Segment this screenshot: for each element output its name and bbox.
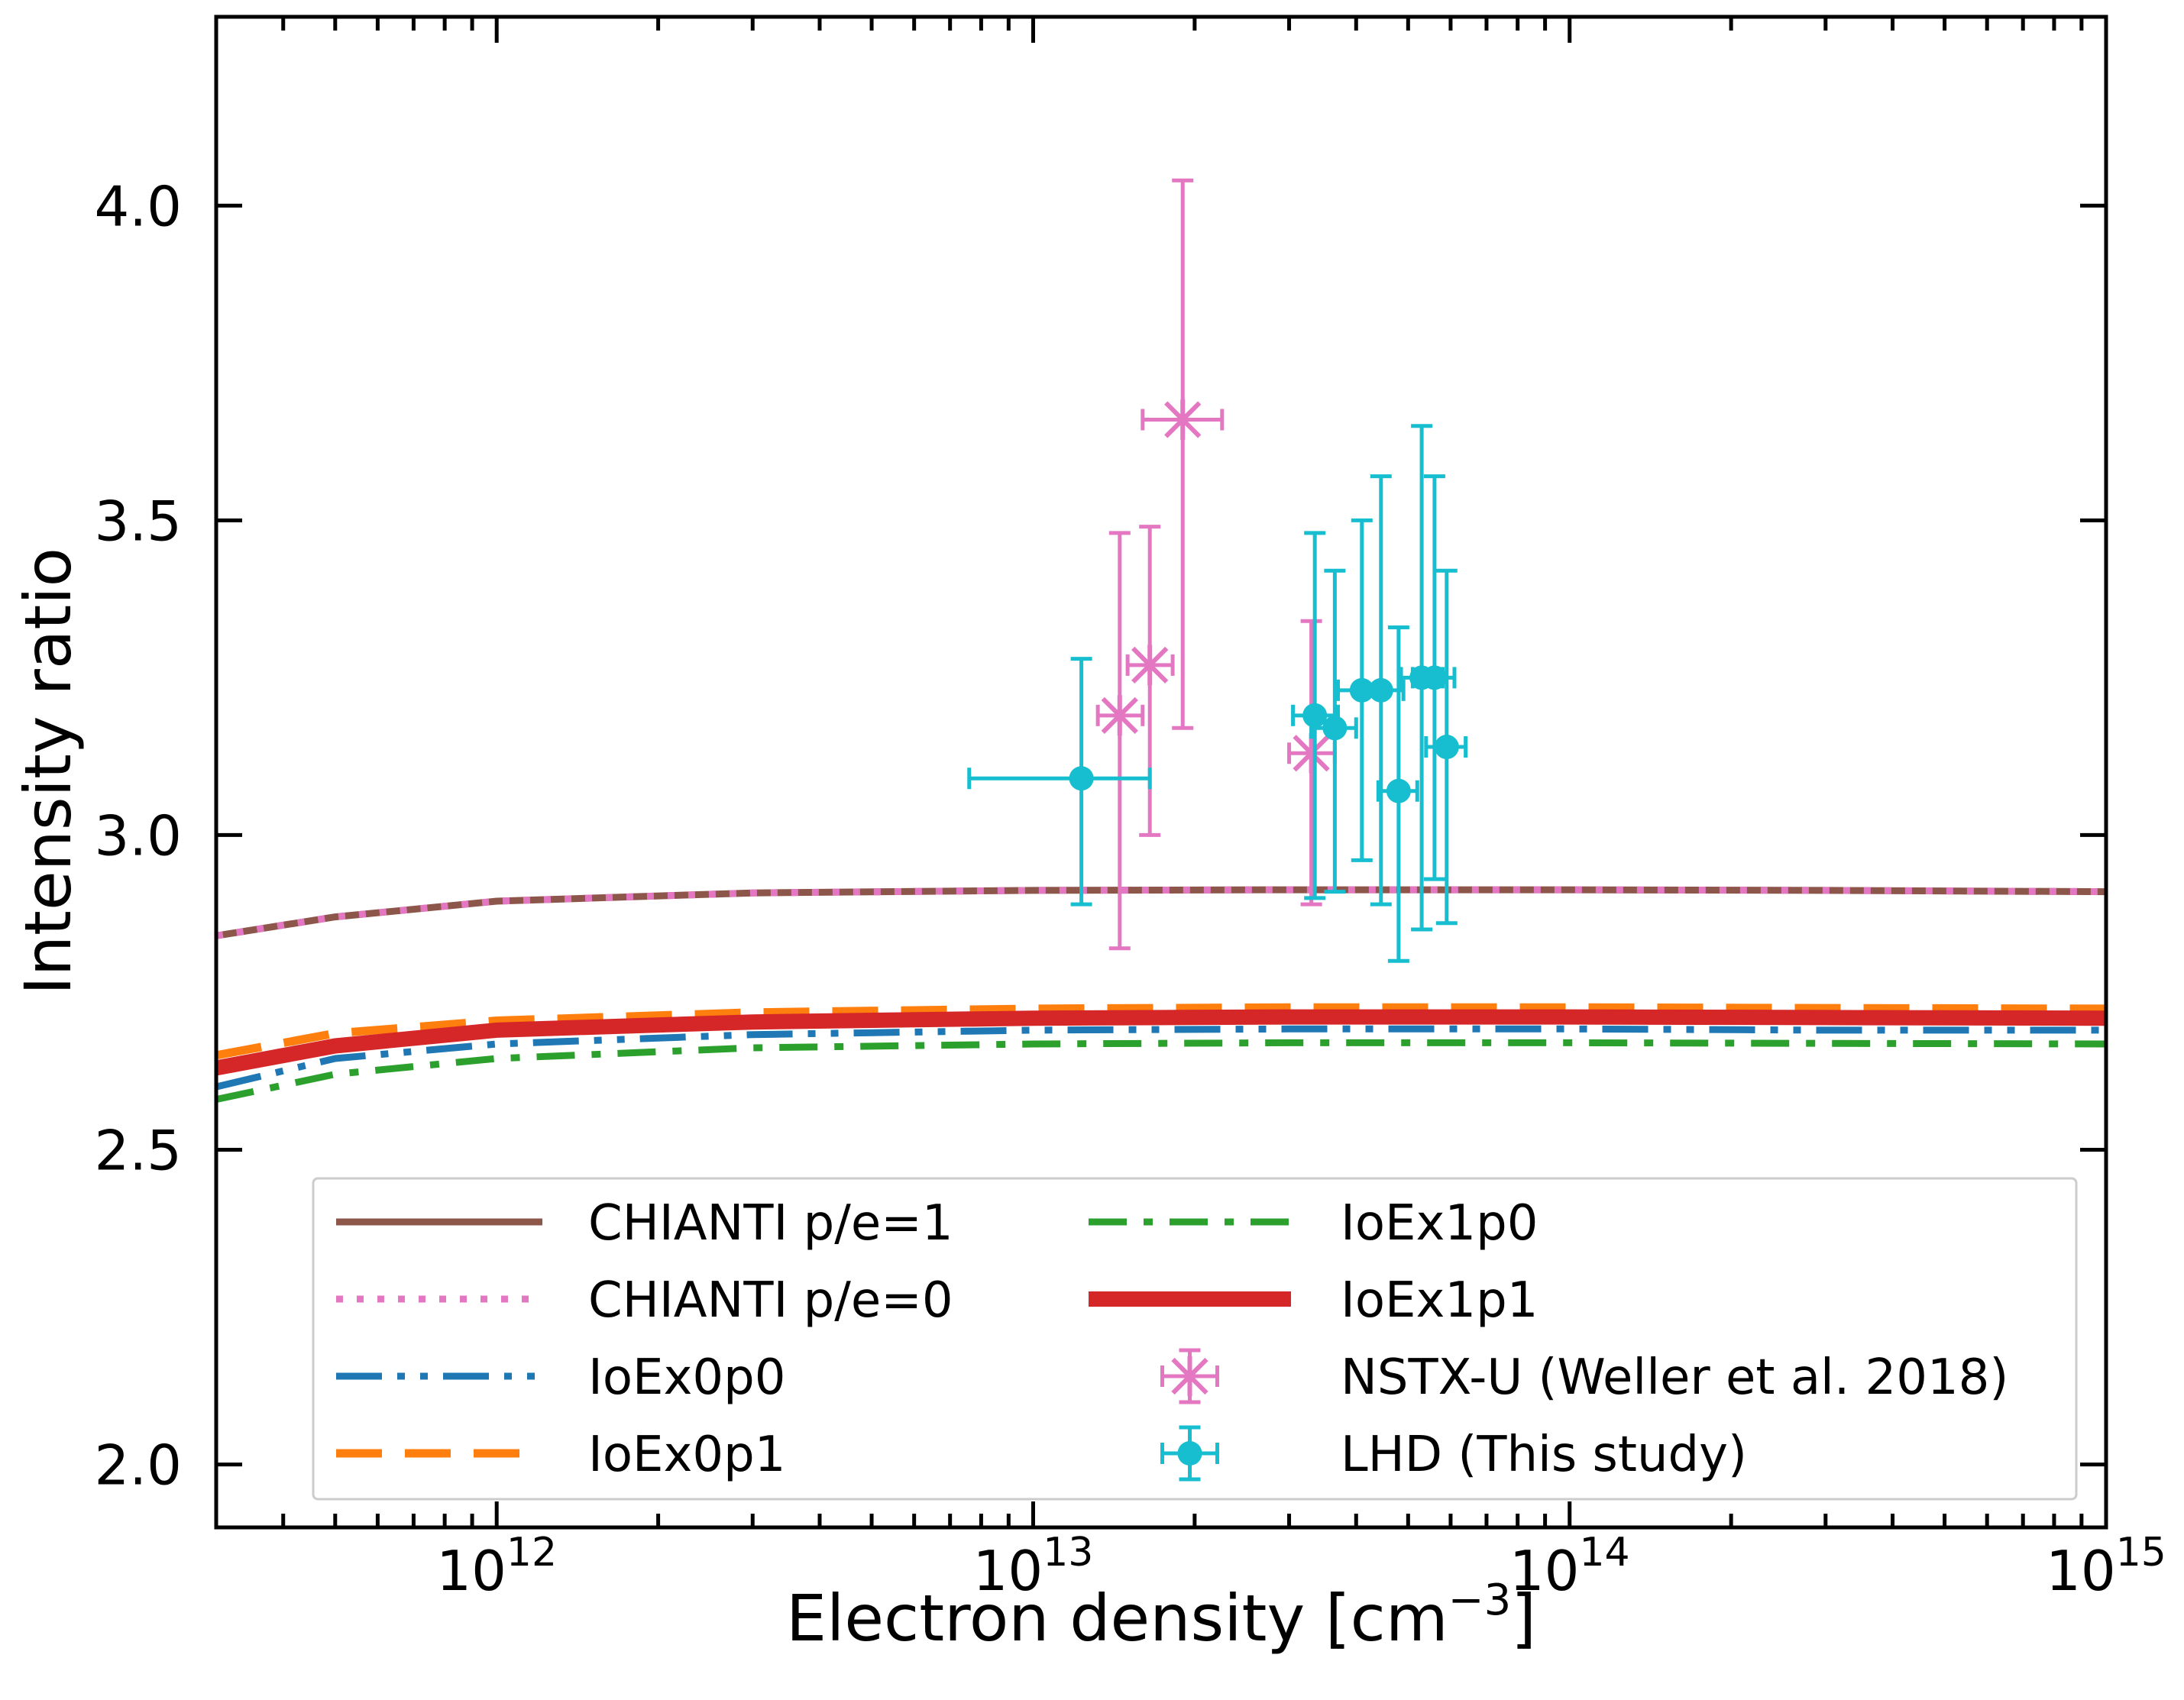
model-lines xyxy=(216,886,2106,1104)
legend: CHIANTI p/e=1 CHIANTI p/e=0 IoEx0p0 IoEx0p1… xyxy=(312,1177,2078,1501)
data-point-nstx-u xyxy=(1287,619,1337,907)
x-tick-base: 10 xyxy=(973,1539,1043,1603)
y-tick-label: 3.5 xyxy=(94,489,182,553)
legend-label: CHIANTI p/e=1 xyxy=(588,1195,953,1252)
legend-entry-ioex1p1: IoEx1p1 xyxy=(1089,1272,1538,1329)
circle-marker xyxy=(1302,703,1328,728)
y-axis-title: Intensity ratio xyxy=(11,548,86,995)
legend-entry-nstx-u: NSTX-U (Weller et al. 2018) xyxy=(1160,1348,2008,1406)
x-axis-title-exponent: −3 xyxy=(1448,1576,1512,1625)
circle-marker xyxy=(1386,778,1411,803)
series-line-ioex1p0 xyxy=(216,1039,2106,1104)
legend-label: IoEx1p0 xyxy=(1341,1195,1538,1252)
legend-entry-lhd: LHD (This study) xyxy=(1160,1425,1747,1483)
x-tick-label: 1012 xyxy=(436,1530,557,1603)
x-tick-label: 1013 xyxy=(973,1530,1094,1603)
series-line-ioex1p1 xyxy=(216,1009,2106,1076)
x-tick-base: 10 xyxy=(436,1539,506,1603)
data-point-lhd xyxy=(1357,474,1406,907)
x-tick-base: 10 xyxy=(1509,1539,1580,1603)
legend-label: NSTX-U (Weller et al. 2018) xyxy=(1341,1349,2008,1406)
circle-marker xyxy=(1322,716,1348,741)
x-tick-exponent: 14 xyxy=(1579,1530,1629,1576)
x-tick-label: 1015 xyxy=(2046,1530,2166,1603)
legend-label: IoEx0p0 xyxy=(588,1349,785,1406)
data-point-nstx-u xyxy=(1141,178,1225,730)
y-tick-label: 2.0 xyxy=(94,1433,182,1498)
x-tick-exponent: 13 xyxy=(1043,1530,1093,1576)
legend-label: LHD (This study) xyxy=(1341,1427,1747,1483)
data-point-lhd xyxy=(1424,568,1468,926)
x-tick-exponent: 12 xyxy=(506,1530,557,1576)
y-tick-label: 4.0 xyxy=(94,174,182,238)
data-point-lhd xyxy=(1291,531,1340,900)
series-line-chianti-p-e-0 xyxy=(216,886,2106,939)
circle-marker xyxy=(1368,677,1393,703)
circle-marker xyxy=(1434,735,1459,760)
x-axis-title-suffix: ] xyxy=(1511,1581,1536,1656)
plot-frame xyxy=(214,15,2108,1530)
legend-label: CHIANTI p/e=0 xyxy=(588,1272,953,1329)
legend-label: IoEx1p1 xyxy=(1341,1272,1538,1329)
data-point-lhd xyxy=(967,657,1152,907)
legend-entry-ioex0p1: IoEx0p1 xyxy=(336,1427,785,1483)
legend-frame xyxy=(312,1177,2078,1501)
data-point-lhd xyxy=(1376,625,1419,963)
y-tick-label: 2.5 xyxy=(94,1119,182,1183)
y-tick-label: 3.0 xyxy=(94,803,182,868)
series-line-ioex0p0 xyxy=(216,1025,2106,1091)
x-tick-base: 10 xyxy=(2046,1539,2116,1603)
x-tick-exponent: 15 xyxy=(2116,1530,2166,1576)
data-point-lhd xyxy=(1309,568,1358,894)
series-line-ioex0p1 xyxy=(216,1003,2106,1060)
x-tick-label: 1014 xyxy=(1509,1530,1630,1603)
x-axis-title-main: Electron density [cm xyxy=(786,1581,1448,1656)
legend-label: IoEx0p1 xyxy=(588,1427,785,1483)
legend-entry-ioex0p0: IoEx0p0 xyxy=(336,1349,785,1406)
data-point-nstx-u xyxy=(1095,531,1145,951)
legend-entry-ioex1p0: IoEx1p0 xyxy=(1089,1195,1538,1252)
circle-marker xyxy=(1069,766,1094,791)
data-points xyxy=(967,178,1468,963)
legend-entry-chianti: CHIANTI p/e=1 xyxy=(336,1195,953,1252)
legend-entry-chianti: CHIANTI p/e=0 xyxy=(336,1272,953,1329)
x-axis-title: Electron density [cm−3] xyxy=(786,1576,1536,1656)
circle-marker xyxy=(1177,1441,1202,1466)
circle-marker xyxy=(1422,665,1447,690)
